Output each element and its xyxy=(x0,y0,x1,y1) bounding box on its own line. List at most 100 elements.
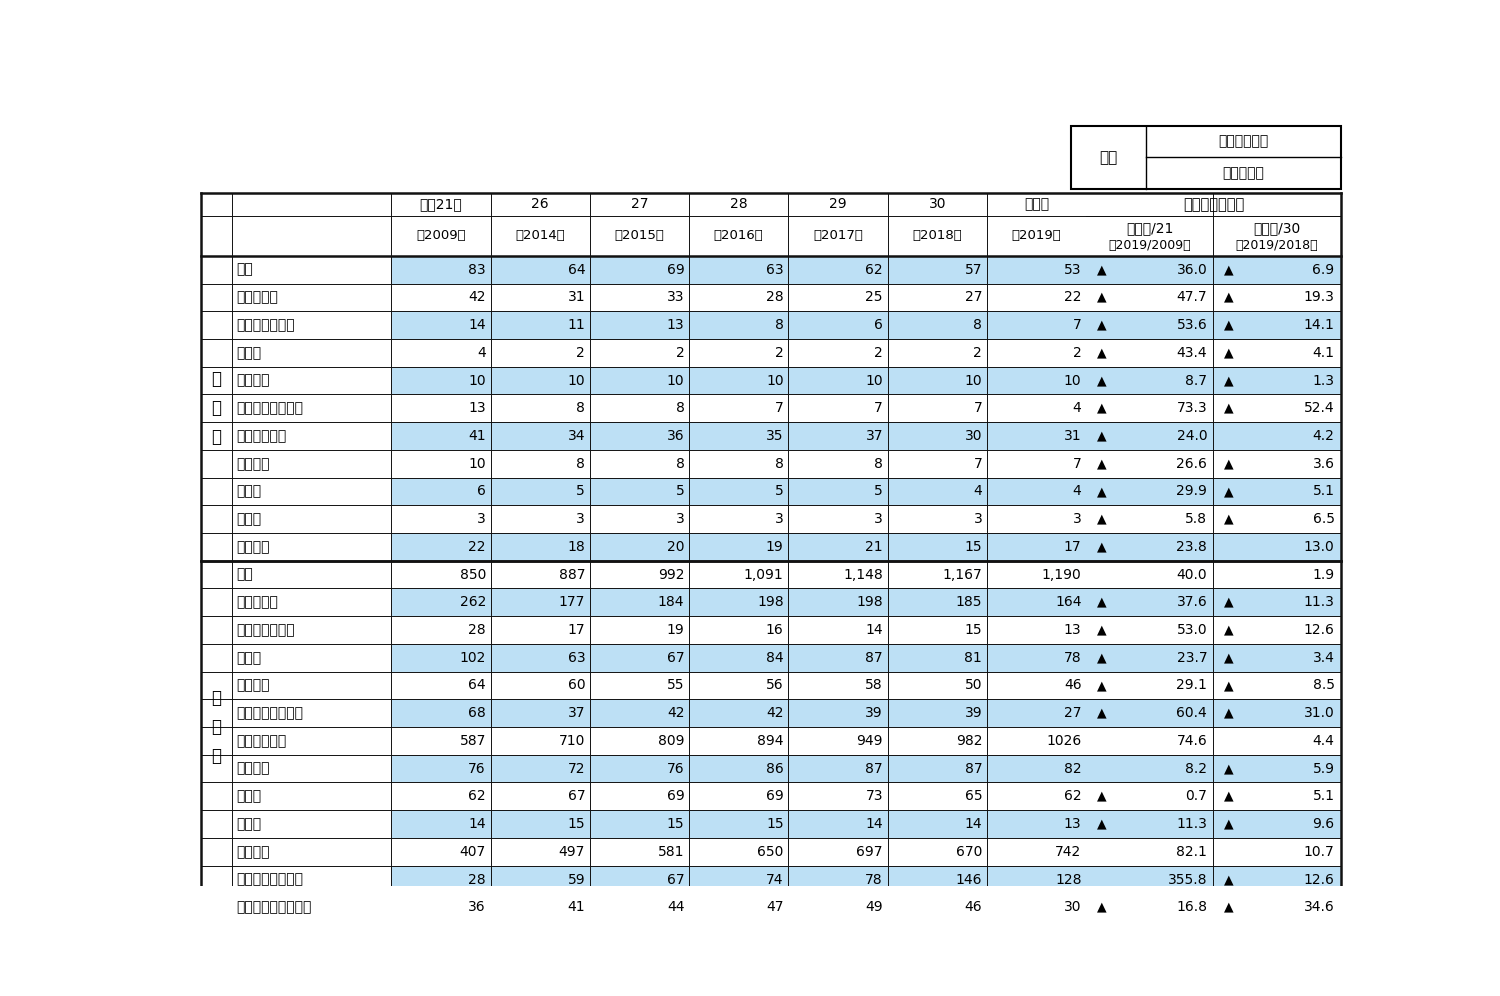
Text: 86: 86 xyxy=(766,762,783,776)
Text: ▲: ▲ xyxy=(1224,513,1233,526)
Text: 1,091: 1,091 xyxy=(744,568,783,582)
Text: ▲: ▲ xyxy=(1096,401,1107,414)
Text: （2019）: （2019） xyxy=(1011,229,1062,242)
Text: 47: 47 xyxy=(766,900,783,914)
Text: （2009）: （2009） xyxy=(416,229,466,242)
Text: 809: 809 xyxy=(658,734,684,748)
Bar xyxy=(231,589,392,617)
Text: 31: 31 xyxy=(1064,429,1082,443)
Bar xyxy=(231,617,392,643)
Bar xyxy=(231,755,392,783)
Text: 29.9: 29.9 xyxy=(1176,484,1208,498)
Text: 57: 57 xyxy=(964,263,982,277)
Text: 62: 62 xyxy=(1064,790,1082,804)
Bar xyxy=(392,505,1341,533)
Text: （2019/2009）: （2019/2009） xyxy=(1108,238,1191,252)
Text: 69: 69 xyxy=(666,790,684,804)
Text: ▲: ▲ xyxy=(1224,596,1233,609)
Text: 46: 46 xyxy=(964,900,982,914)
Text: 内水面養殖業: 内水面養殖業 xyxy=(237,429,286,443)
Text: 30: 30 xyxy=(928,197,946,211)
Text: 8.5: 8.5 xyxy=(1312,678,1335,692)
Bar xyxy=(392,589,1341,617)
Text: 742: 742 xyxy=(1054,845,1082,859)
Text: 42: 42 xyxy=(766,706,783,720)
Text: 40.0: 40.0 xyxy=(1176,568,1208,582)
Text: 62: 62 xyxy=(865,263,883,277)
Text: 56: 56 xyxy=(766,678,783,692)
Bar xyxy=(392,394,1341,422)
Text: 8: 8 xyxy=(874,457,884,471)
Text: 67: 67 xyxy=(567,790,585,804)
Text: 650: 650 xyxy=(758,845,783,859)
Text: さけ・ます類: さけ・ます類 xyxy=(237,623,296,637)
Text: ▲: ▲ xyxy=(1096,596,1107,609)
Text: 78: 78 xyxy=(865,872,883,886)
Bar xyxy=(231,866,392,893)
Text: 3.6: 3.6 xyxy=(1312,457,1335,471)
Bar xyxy=(231,533,392,561)
Bar xyxy=(231,477,392,505)
Text: 平成21年: 平成21年 xyxy=(420,197,462,211)
Text: 949: 949 xyxy=(856,734,883,748)
Text: （2018）: （2018） xyxy=(912,229,962,242)
Bar xyxy=(392,866,1341,893)
Text: ▲: ▲ xyxy=(1096,457,1107,470)
Text: 10: 10 xyxy=(468,457,486,471)
Text: 数量：千トン: 数量：千トン xyxy=(1218,134,1269,148)
Text: ▲: ▲ xyxy=(1224,319,1233,332)
Text: ▲: ▲ xyxy=(1224,762,1233,775)
Text: 4.2: 4.2 xyxy=(1312,429,1335,443)
Text: ▲: ▲ xyxy=(1096,429,1107,442)
Text: 15: 15 xyxy=(766,817,783,831)
Text: 30: 30 xyxy=(1064,900,1082,914)
Text: 上記以外の魚種: 上記以外の魚種 xyxy=(237,706,303,720)
Text: 3: 3 xyxy=(974,512,982,526)
Bar xyxy=(231,783,392,810)
Text: 22: 22 xyxy=(1064,291,1082,305)
Text: 20: 20 xyxy=(668,540,684,554)
Text: しじみ: しじみ xyxy=(237,678,270,692)
Text: 36: 36 xyxy=(668,429,684,443)
Bar xyxy=(201,893,231,921)
Text: 8.2: 8.2 xyxy=(1185,762,1208,776)
Bar xyxy=(231,643,392,671)
Bar xyxy=(201,192,1341,256)
Text: あゆ: あゆ xyxy=(237,484,261,498)
Text: 74.6: 74.6 xyxy=(1176,734,1208,748)
Text: 67: 67 xyxy=(668,650,684,664)
Text: 33: 33 xyxy=(668,291,684,305)
Text: 64: 64 xyxy=(567,263,585,277)
Text: 36.0: 36.0 xyxy=(1176,263,1208,277)
Text: 10: 10 xyxy=(468,374,486,387)
Text: ▲: ▲ xyxy=(1096,485,1107,498)
Text: ▲: ▲ xyxy=(1096,790,1107,803)
Text: 7: 7 xyxy=(1072,457,1082,471)
Text: ▲: ▲ xyxy=(1224,651,1233,664)
Bar xyxy=(392,838,1341,866)
Text: あゆ: あゆ xyxy=(237,650,261,664)
Text: 710: 710 xyxy=(560,734,585,748)
Text: ▲: ▲ xyxy=(1096,679,1107,692)
Text: 72: 72 xyxy=(567,762,585,776)
Text: ます類: ます類 xyxy=(237,762,270,776)
Text: 177: 177 xyxy=(560,596,585,610)
Text: ▲: ▲ xyxy=(1096,291,1107,304)
Text: ▲: ▲ xyxy=(1096,651,1107,664)
Text: 55: 55 xyxy=(668,678,684,692)
Text: ▲: ▲ xyxy=(1224,679,1233,692)
Text: 7: 7 xyxy=(1072,318,1082,332)
Text: 15: 15 xyxy=(567,817,585,831)
Text: 合計: 合計 xyxy=(237,263,254,277)
Text: うなぎ: うなぎ xyxy=(237,540,270,554)
Text: ▲: ▲ xyxy=(1224,707,1233,720)
Text: 4.1: 4.1 xyxy=(1312,346,1335,360)
Bar xyxy=(392,727,1341,755)
Text: （2017）: （2017） xyxy=(813,229,862,242)
Text: 3: 3 xyxy=(874,512,884,526)
Text: ▲: ▲ xyxy=(1096,707,1107,720)
Text: 41: 41 xyxy=(567,900,585,914)
Text: 26: 26 xyxy=(531,197,549,211)
Text: 497: 497 xyxy=(560,845,585,859)
Text: 81: 81 xyxy=(964,650,982,664)
